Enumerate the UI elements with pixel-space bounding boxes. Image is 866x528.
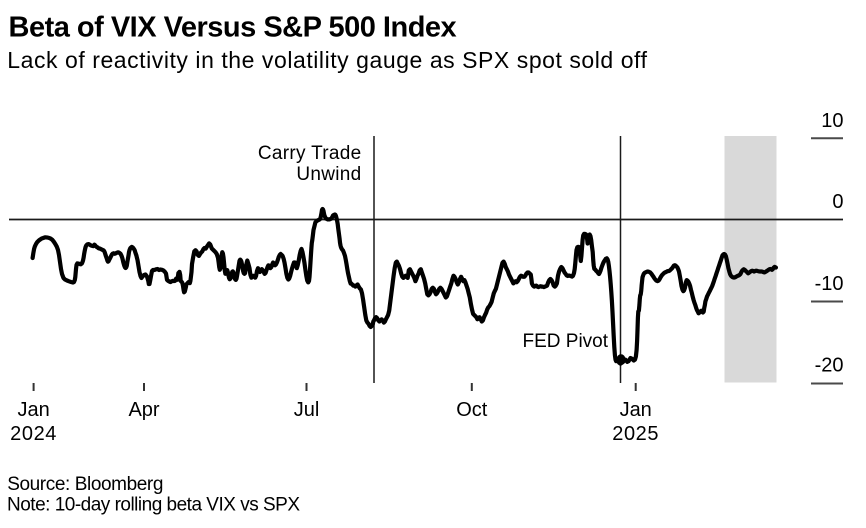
- svg-text:FED Pivot: FED Pivot: [523, 331, 609, 352]
- svg-text:Jan: Jan: [17, 399, 49, 421]
- svg-text:Apr: Apr: [128, 399, 159, 421]
- svg-text:10: 10: [821, 110, 843, 132]
- svg-text:Unwind: Unwind: [296, 164, 361, 185]
- svg-text:-20: -20: [815, 355, 844, 377]
- svg-text:Lack of reactivity in the vola: Lack of reactivity in the volatility gau…: [7, 47, 647, 73]
- svg-text:Carry Trade: Carry Trade: [258, 143, 362, 164]
- svg-text:Jan: Jan: [620, 399, 652, 421]
- svg-text:Jul: Jul: [294, 399, 320, 421]
- svg-text:Note: 10-day rolling beta VIX: Note: 10-day rolling beta VIX vs SPX: [7, 495, 300, 516]
- svg-text:2024: 2024: [10, 423, 57, 445]
- svg-text:Oct: Oct: [456, 399, 488, 421]
- svg-text:Beta of VIX Versus S&P 500 Ind: Beta of VIX Versus S&P 500 Index: [9, 12, 457, 44]
- svg-text:Source: Bloomberg: Source: Bloomberg: [7, 474, 163, 495]
- svg-text:2025: 2025: [612, 423, 659, 445]
- svg-text:-10: -10: [815, 273, 844, 295]
- svg-text:0: 0: [832, 191, 843, 213]
